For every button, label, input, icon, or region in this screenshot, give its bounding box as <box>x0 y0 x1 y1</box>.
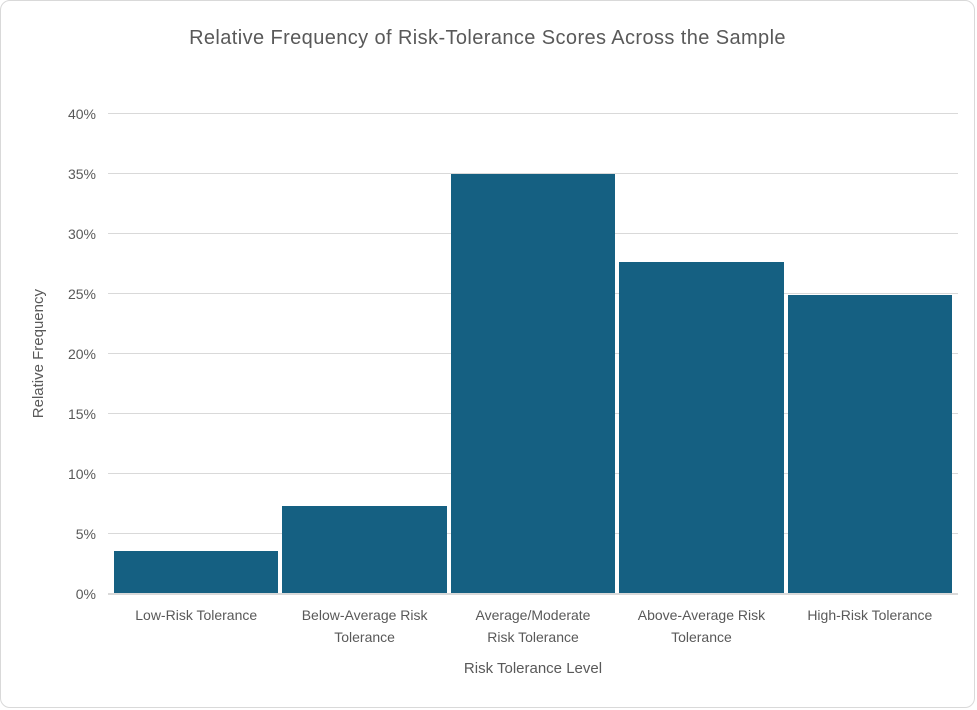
x-tick-label-text: High-Risk Tolerance <box>807 607 933 623</box>
x-tick-label-text: Average/Moderate Risk Tolerance <box>475 607 591 645</box>
x-tick-label-text: Above-Average Risk Tolerance <box>637 607 766 645</box>
y-tick-label: 40% <box>67 106 96 122</box>
x-tick-label-3: Average/Moderate Risk Tolerance <box>451 604 615 648</box>
plot-area <box>108 113 958 595</box>
x-tick-label-text: Low-Risk Tolerance <box>135 607 258 623</box>
y-tick-label: 10% <box>67 466 96 482</box>
y-tick-label: 35% <box>67 166 96 182</box>
y-tick-label: 25% <box>67 286 96 302</box>
gridline <box>108 113 958 114</box>
x-axis-title: Risk Tolerance Level <box>463 660 603 677</box>
y-tick-label: 30% <box>67 226 96 242</box>
x-tick-label-2: Below-Average Risk Tolerance <box>282 604 446 648</box>
bar-5[interactable] <box>787 295 953 594</box>
x-tick-label-5: High-Risk Tolerance <box>788 604 952 648</box>
y-tick-label: 0% <box>75 586 96 602</box>
x-axis-labels: Low-Risk Tolerance Below-Average Risk Tol… <box>108 604 958 648</box>
bar-2[interactable] <box>282 506 447 594</box>
gridline <box>108 173 958 174</box>
chart-title: Relative Frequency of Risk-Tolerance Sco… <box>189 27 786 49</box>
x-tick-label-4: Above-Average Risk Tolerance <box>619 604 783 648</box>
y-tick-label: 20% <box>67 346 96 362</box>
y-axis-ticks: 0% 5% 10% 15% 20% 25% 30% 35% 40% <box>1 106 96 602</box>
y-tick-label: 15% <box>67 406 96 422</box>
bar-1[interactable] <box>114 550 279 594</box>
y-tick-label: 5% <box>75 526 96 542</box>
bars-container <box>108 114 958 594</box>
bar-3[interactable] <box>450 174 616 594</box>
x-tick-label-text: Below-Average Risk Tolerance <box>301 607 428 645</box>
x-axis-line <box>108 593 958 595</box>
x-tick-label-1: Low-Risk Tolerance <box>114 604 278 648</box>
bar-4[interactable] <box>619 261 784 594</box>
